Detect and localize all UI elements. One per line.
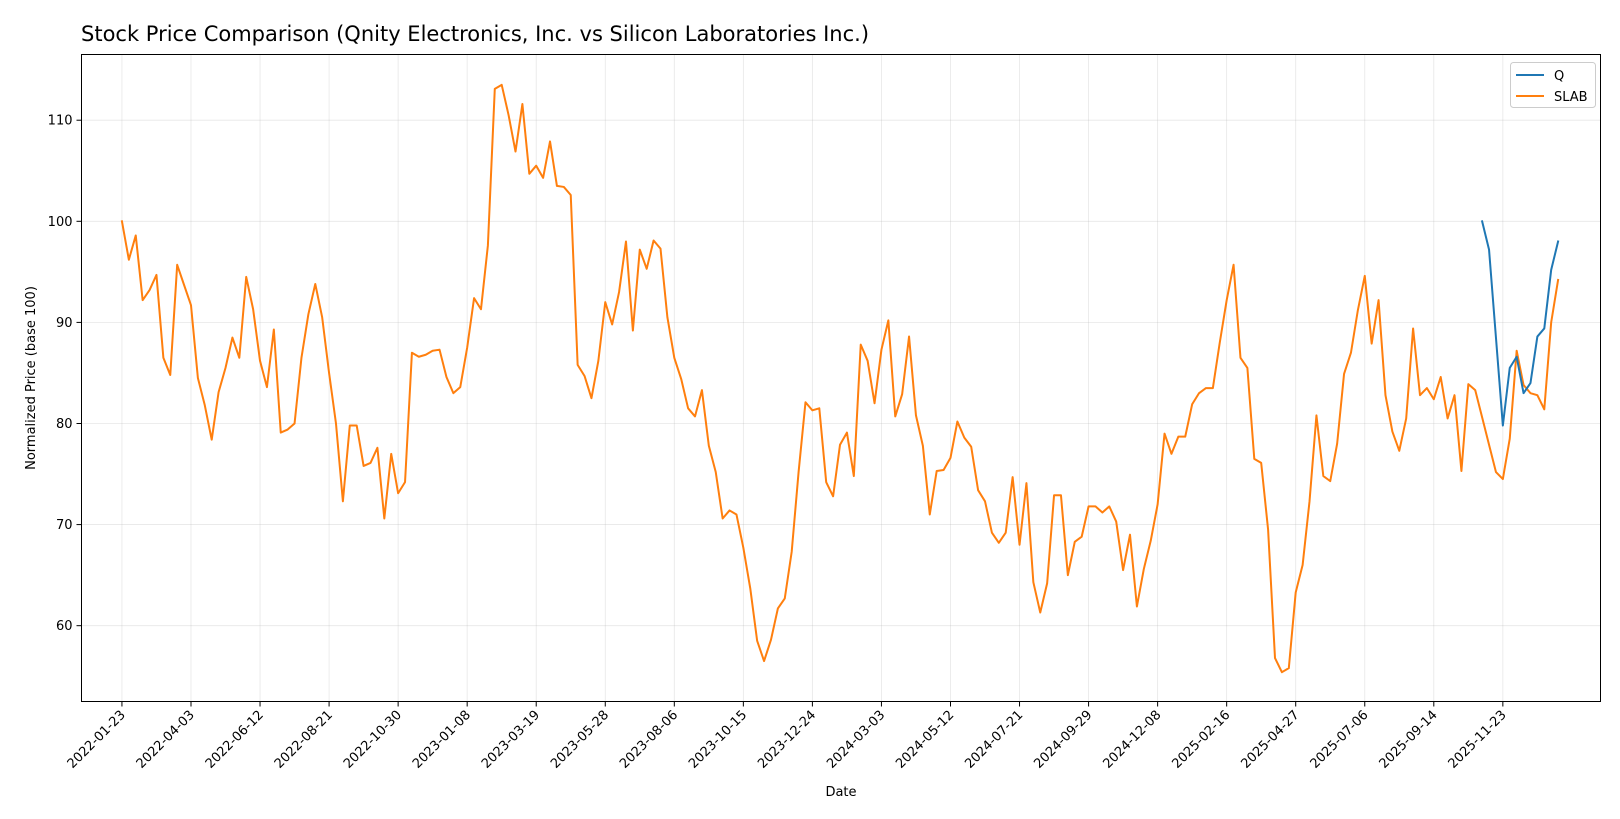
x-axis-title: Date bbox=[825, 785, 856, 800]
grid bbox=[81, 54, 1601, 702]
legend: Q SLAB bbox=[1510, 62, 1596, 108]
x-tick-label: 2022-10-30 bbox=[341, 708, 405, 772]
x-tick-label: 2023-05-28 bbox=[548, 708, 612, 772]
x-tick-label: 2024-12-08 bbox=[1100, 708, 1164, 772]
x-tick-label: 2023-01-08 bbox=[410, 708, 474, 772]
legend-label-q: Q bbox=[1554, 69, 1564, 84]
x-tick-label: 2022-01-23 bbox=[65, 708, 129, 772]
x-tick-label: 2025-07-06 bbox=[1308, 708, 1372, 772]
series-line-q bbox=[1480, 220, 1560, 427]
x-tick-label: 2022-06-12 bbox=[203, 708, 267, 772]
x-tick-label: 2023-03-19 bbox=[479, 708, 543, 772]
y-tick-label: 100 bbox=[48, 215, 73, 230]
x-tick-label: 2022-04-03 bbox=[134, 708, 198, 772]
x-tick-label: 2024-09-29 bbox=[1031, 708, 1095, 772]
x-tick-label: 2024-03-03 bbox=[824, 708, 888, 772]
x-tick-label: 2022-08-21 bbox=[272, 708, 336, 772]
x-tick-label: 2024-07-21 bbox=[962, 708, 1026, 772]
legend-label-slab: SLAB bbox=[1554, 90, 1588, 105]
x-tick-label: 2025-11-23 bbox=[1446, 708, 1510, 772]
series-layer bbox=[120, 83, 1560, 674]
x-tick-label: 2023-10-15 bbox=[686, 708, 750, 772]
y-tick-label: 70 bbox=[56, 518, 73, 533]
plot-frame bbox=[81, 54, 1601, 702]
chart-title: Stock Price Comparison (Qnity Electronic… bbox=[81, 22, 869, 46]
y-axis-title: Normalized Price (base 100) bbox=[24, 286, 39, 470]
x-tick-label: 2025-02-16 bbox=[1169, 708, 1233, 772]
series-line-slab bbox=[120, 83, 1560, 674]
y-tick-label: 90 bbox=[56, 316, 73, 331]
x-tick-label: 2025-04-27 bbox=[1239, 708, 1303, 772]
x-tick-label: 2023-08-06 bbox=[617, 708, 681, 772]
x-tick-label: 2025-09-14 bbox=[1377, 708, 1441, 772]
y-axis: 60 70 80 90 100 110 bbox=[48, 114, 82, 634]
x-tick-label: 2024-05-12 bbox=[893, 708, 957, 772]
y-tick-label: 60 bbox=[56, 619, 73, 634]
x-axis: 2022-01-23 2022-04-03 2022-06-12 2022-08-21… bbox=[65, 701, 1510, 772]
y-tick-label: 110 bbox=[48, 114, 73, 129]
x-tick-label: 2023-12-24 bbox=[755, 708, 819, 772]
y-tick-label: 80 bbox=[56, 417, 73, 432]
